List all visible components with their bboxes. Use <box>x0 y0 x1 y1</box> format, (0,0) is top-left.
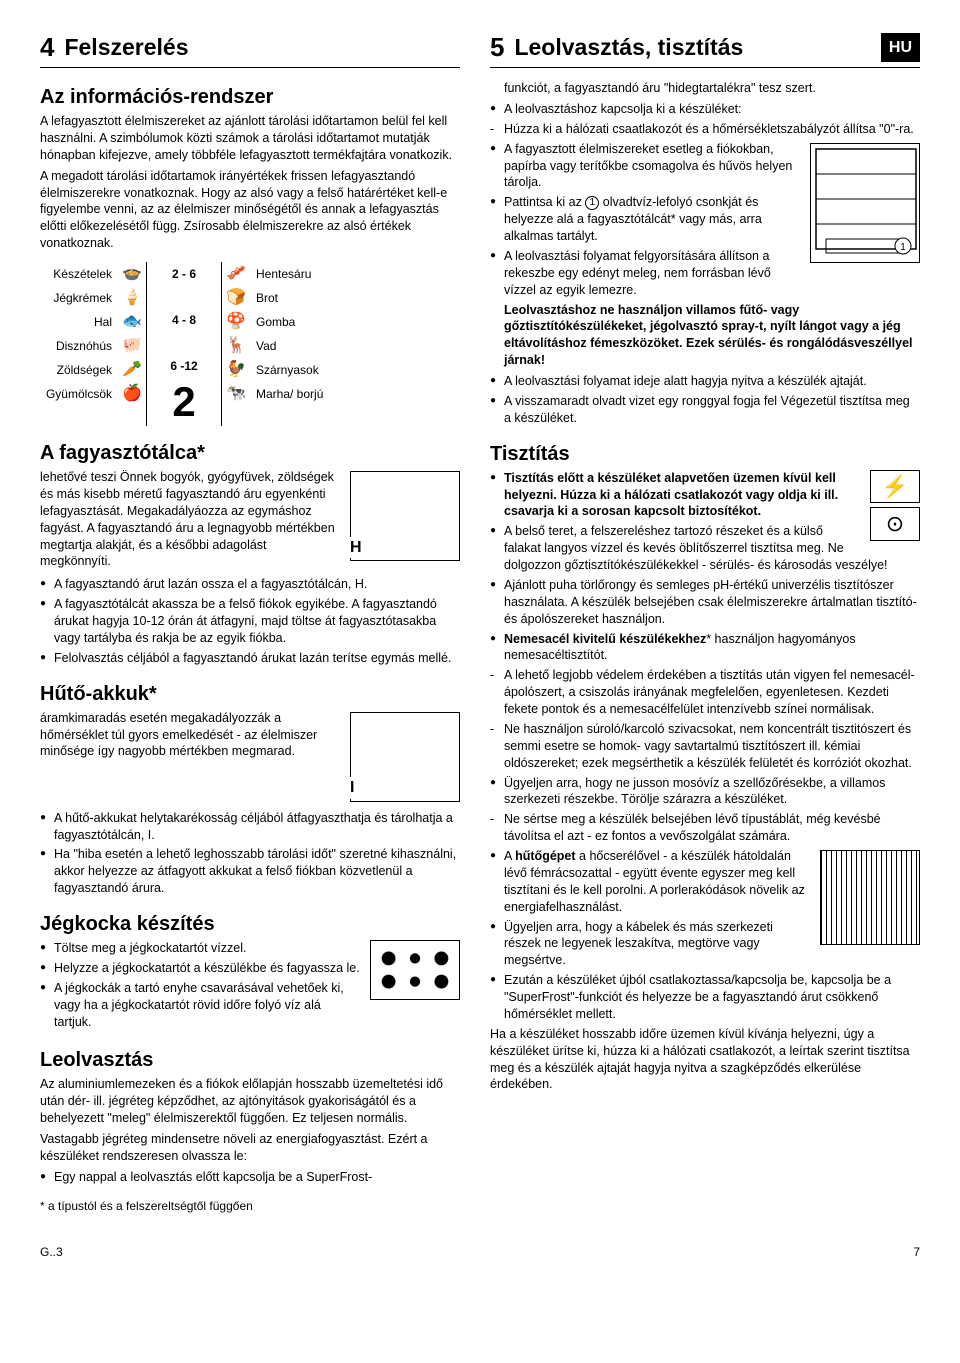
s5-warning: Leolvasztáshoz ne használjon villamos fű… <box>490 302 920 370</box>
freezer-tray-illustration: H <box>350 471 460 561</box>
jeg-b3: A jégkockák a tartó enyhe csavarásával v… <box>40 980 460 1031</box>
jeg-b1: Töltse meg a jégkockatartót vízzel. <box>40 940 460 957</box>
language-badge: HU <box>881 33 920 63</box>
td3: Ne sértse meg a készülék belsejében lévő… <box>490 811 920 845</box>
s5-b1: A leolvasztáshoz kapcsolja ki a készülék… <box>490 101 920 118</box>
cold-pack-illustration: I <box>350 712 460 802</box>
vegetable-icon: 🥕 <box>118 358 146 382</box>
s5-end: Ha a készüléket hosszabb időre üzemen kí… <box>490 1026 920 1094</box>
info-p2: A megadott tárolási időtartamok irányért… <box>40 168 460 252</box>
st-right-2: Gomba <box>256 310 340 334</box>
illus-i-tag: I <box>348 777 356 799</box>
section-5-header: 5 Leolvasztás, tisztítás HU <box>490 30 920 68</box>
section-5-num: 5 <box>490 30 504 65</box>
footer-right: 7 <box>913 1244 920 1260</box>
tb5: Ügyeljen arra, hogy ne jusson mosóvíz a … <box>490 775 920 809</box>
akku-heading: Hűtő-akkuk* <box>40 681 460 708</box>
s5-p0: funkciót, a fagyasztandó áru "hidegtarta… <box>490 80 920 97</box>
page-footer: G..3 7 <box>40 1244 920 1260</box>
info-p1: A lefagyasztott élelmiszereket az ajánlo… <box>40 113 460 164</box>
leol-p2: Vastagabb jégréteg mindensetre növeli az… <box>40 1131 460 1165</box>
s5-b6: A visszamaradt olvadt vizet egy ronggyal… <box>490 393 920 427</box>
meal-icon: 🍲 <box>118 262 146 286</box>
st-left-3: Disznóhús <box>40 334 112 358</box>
range-1: 2 - 6 <box>147 262 221 286</box>
mushroom-icon: 🍄 <box>222 310 250 334</box>
s5-b2: A fagyasztott élelmiszereket esetleg a f… <box>490 141 920 192</box>
section-4-header: 4 Felszerelés <box>40 30 460 68</box>
footnote: * a típustól és a felszereltségtől függő… <box>40 1198 460 1214</box>
bread-icon: 🍞 <box>222 286 250 310</box>
tray-b3: Felolvasztás céljából a fagyasztandó áru… <box>40 650 460 667</box>
leol-heading: Leolvasztás <box>40 1047 460 1074</box>
range-3: 6 -12 <box>147 354 221 378</box>
st-right-4: Szárnyasok <box>256 358 340 382</box>
pig-icon: 🐖 <box>118 334 146 358</box>
st-right-3: Vad <box>256 334 340 358</box>
fish-icon: 🐟 <box>118 310 146 334</box>
cow-icon: 🐄 <box>222 382 250 406</box>
icecream-icon: 🍦 <box>118 286 146 310</box>
td1: A lehető legjobb védelem érdekében a tis… <box>490 667 920 718</box>
tb7: Ügyeljen arra, hogy a kábelek és más sze… <box>490 919 920 970</box>
leol-p1: Az aluminiumlemezeken és a fiókok előlap… <box>40 1076 460 1127</box>
big-2: 2 <box>147 378 221 426</box>
range-2: 4 - 8 <box>147 308 221 332</box>
circled-1-icon: 1 <box>585 196 599 210</box>
tb8: Ezután a készüléket újból csatlakoztassa… <box>490 972 920 1023</box>
jeg-b2: Helyzze a jégkockatartót a készülékbe és… <box>40 960 460 977</box>
akku-b1: A hűtő-akkukat helytakarékosság céljából… <box>40 810 460 844</box>
jeg-heading: Jégkocka készítés <box>40 911 460 938</box>
tray-b1: A fagyasztandó árut lazán ossza el a fag… <box>40 576 460 593</box>
section-4-num: 4 <box>40 30 54 65</box>
st-right-0: Hentesáru <box>256 262 340 286</box>
storage-chart: Készételek Jégkrémek Hal Disznóhús Zölds… <box>40 262 460 426</box>
td2: Ne használjon súroló/karcoló szivacsokat… <box>490 721 920 772</box>
section-5-title: Leolvasztás, tisztítás <box>514 32 870 63</box>
st-left-1: Jégkrémek <box>40 286 112 310</box>
st-right-5: Marha/ borjú <box>256 382 340 406</box>
footer-left: G..3 <box>40 1244 63 1260</box>
tb2: A belső teret, a felszereléshez tartozó … <box>490 523 920 574</box>
s5-b5: A leolvasztási folyamat ideje alatt hagy… <box>490 373 920 390</box>
tb3: Ajánlott puha törlőrongy és semleges pH-… <box>490 577 920 628</box>
st-left-0: Készételek <box>40 262 112 286</box>
st-left-5: Gyümölcsök <box>40 382 112 406</box>
fruit-icon: 🍎 <box>118 382 146 406</box>
st-left-2: Hal <box>40 310 112 334</box>
illus-h-tag: H <box>348 537 364 559</box>
tb6: A hűtőgépet a hőcserélővel - a készülék … <box>490 848 920 916</box>
sausage-icon: 🥓 <box>222 262 250 286</box>
st-right-1: Brot <box>256 286 340 310</box>
tb4: Nemesacél kivitelű készülékekhez* haszná… <box>490 631 920 665</box>
st-left-4: Zöldségek <box>40 358 112 382</box>
tray-b2: A fagyasztótálcát akassza be a felső fió… <box>40 596 460 647</box>
akku-b2: Ha "hiba esetén a lehető leghosszabb tár… <box>40 846 460 897</box>
s5-d1: Húzza ki a hálózati csaatlakozót és a hő… <box>490 121 920 138</box>
s5-b4: A leolvasztási folyamat felgyorsítására … <box>490 248 920 299</box>
tray-heading: A fagyasztótálca* <box>40 440 460 467</box>
s5-b3: Pattintsa ki az 1 olvadtvíz-lefolyó cson… <box>490 194 920 245</box>
poultry-icon: 🐓 <box>222 358 250 382</box>
info-system-heading: Az információs-rendszer <box>40 84 460 111</box>
tiszt-heading: Tisztítás <box>490 441 920 468</box>
leol-b1: Egy nappal a leolvasztás előtt kapcsolja… <box>40 1169 460 1186</box>
section-4-title: Felszerelés <box>64 32 460 63</box>
tb1: Tisztítás előtt a készüléket alapvetően … <box>490 470 920 521</box>
game-icon: 🦌 <box>222 334 250 358</box>
